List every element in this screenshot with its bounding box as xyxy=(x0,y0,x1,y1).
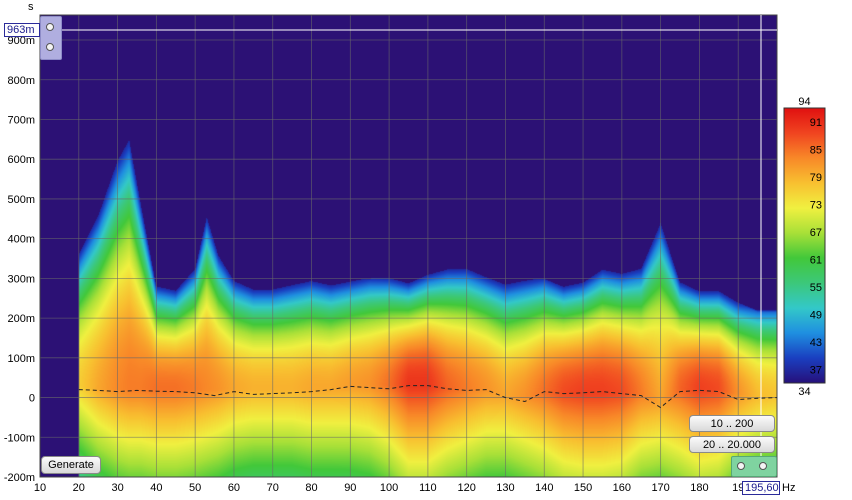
y-tick-label: 400m xyxy=(7,234,35,246)
generate-button[interactable]: Generate xyxy=(41,456,101,474)
cursor-crosshair xyxy=(40,15,777,477)
cursor-y-value: 963m xyxy=(7,24,35,36)
y-zoom-control[interactable] xyxy=(40,16,62,60)
x-zoom-in-icon[interactable] xyxy=(759,462,767,470)
frequency-range-20-20000-button[interactable]: 20 .. 20.000 xyxy=(689,436,775,453)
x-tick-label: 80 xyxy=(305,482,317,494)
peak-trace-line xyxy=(78,385,778,409)
x-tick-label: 70 xyxy=(267,482,279,494)
y-tick-label: 100m xyxy=(7,353,35,365)
colorbar-min-label: 34 xyxy=(798,386,810,398)
x-tick-label: 140 xyxy=(535,482,553,494)
y-tick-label: 900m xyxy=(7,35,35,47)
x-tick-label: 180 xyxy=(690,482,708,494)
x-tick-label: 20 xyxy=(73,482,85,494)
peak-curve xyxy=(78,385,778,409)
x-tick-label: 30 xyxy=(111,482,123,494)
y-tick-label: 300m xyxy=(7,273,35,285)
y-tick-label: -200m xyxy=(4,472,35,484)
x-axis-unit-label: Hz xyxy=(782,482,795,494)
y-tick-label: -100m xyxy=(4,432,35,444)
zoom-out-icon[interactable] xyxy=(46,43,54,51)
x-zoom-out-icon[interactable] xyxy=(737,462,745,470)
x-tick-label: 100 xyxy=(380,482,398,494)
x-tick-label: 40 xyxy=(150,482,162,494)
colorbar-tick-label: 91 xyxy=(810,117,822,129)
colorbar-tick-label: 79 xyxy=(810,172,822,184)
y-tick-label: 0 xyxy=(29,393,35,405)
x-tick-label: 110 xyxy=(419,482,437,494)
x-tick-label: 90 xyxy=(344,482,356,494)
x-tick-label: 50 xyxy=(189,482,201,494)
plot-frame xyxy=(39,14,778,478)
colorbar-tick-label: 37 xyxy=(810,364,822,376)
cursor-x-value: 195,60 xyxy=(745,482,779,494)
colorbar-tick-label: 61 xyxy=(810,254,822,266)
x-tick-label: 160 xyxy=(613,482,631,494)
colorbar-max-label: 94 xyxy=(798,96,810,108)
colorbar: 94 34 91 85 79 73 67 61 55 49 43 37 xyxy=(783,96,826,398)
zoom-in-icon[interactable] xyxy=(46,23,54,31)
y-axis-unit-label: s xyxy=(28,1,34,13)
y-tick-label: 800m xyxy=(7,75,35,87)
colorbar-tick-label: 55 xyxy=(810,282,822,294)
y-tick-label: 600m xyxy=(7,154,35,166)
colorbar-gradient xyxy=(783,107,826,384)
y-tick-label: 500m xyxy=(7,194,35,206)
x-zoom-control[interactable] xyxy=(731,456,777,477)
y-tick-label: 700m xyxy=(7,114,35,126)
spectrogram-heatmap xyxy=(40,15,777,477)
colorbar-tick-label: 85 xyxy=(810,144,822,156)
x-tick-label: 60 xyxy=(228,482,240,494)
y-axis-ticks: 900m 800m 700m 600m 500m 400m 300m 200m 100m 0 -10… xyxy=(4,35,35,484)
colorbar-tick-label: 43 xyxy=(810,337,822,349)
plot-area[interactable] xyxy=(40,15,777,477)
colorbar-tick-label: 67 xyxy=(810,227,822,239)
x-tick-label: 170 xyxy=(651,482,669,494)
x-tick-label: 120 xyxy=(458,482,476,494)
x-tick-label: 130 xyxy=(496,482,514,494)
x-axis-ticks: 10 20 30 40 50 60 70 80 90 100 110 120 130 140 150 160 1… xyxy=(34,482,744,494)
frequency-range-10-200-button[interactable]: 10 .. 200 xyxy=(689,415,775,432)
x-tick-label: 150 xyxy=(574,482,592,494)
grid-lines xyxy=(39,14,778,478)
y-tick-label: 200m xyxy=(7,313,35,325)
cursor-y-readout: 963m xyxy=(4,23,40,37)
colorbar-tick-label: 49 xyxy=(810,309,822,321)
x-tick-label: 10 xyxy=(34,482,46,494)
x-tick-label: 19 xyxy=(732,482,744,494)
colorbar-tick-label: 73 xyxy=(810,199,822,211)
cursor-x-readout: 195,60 xyxy=(742,481,780,495)
